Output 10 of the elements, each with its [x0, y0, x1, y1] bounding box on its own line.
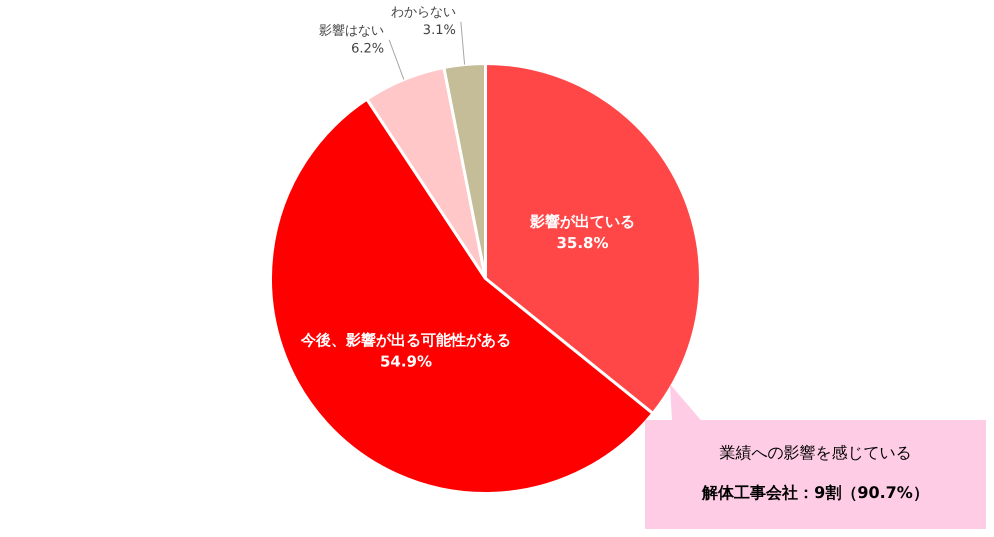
data-label: 54.9% [380, 352, 432, 371]
data-label: 35.8% [556, 234, 609, 252]
text: 解体工事会社：9割（90.7%） [701, 483, 929, 502]
data-label: 3.1% [422, 23, 456, 38]
slice-label: わからない [390, 5, 456, 20]
slice-label: 影響はない [319, 23, 384, 38]
slice-label: 影響が出ている [528, 212, 635, 230]
slice-label: 今後、影響が出る可能性がある [300, 331, 511, 350]
text: 業績への影響を感じている [720, 443, 912, 462]
data-label: 6.2% [351, 41, 384, 56]
